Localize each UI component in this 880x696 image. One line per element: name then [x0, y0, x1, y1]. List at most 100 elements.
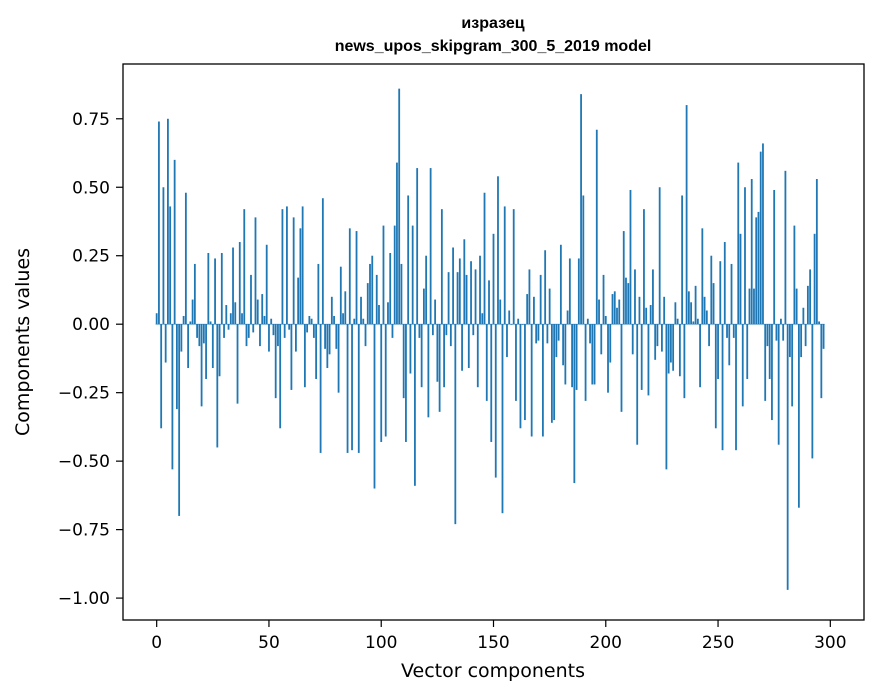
bar-105 [391, 324, 394, 338]
bar-127 [440, 209, 443, 325]
bar-83 [342, 313, 344, 325]
bar-33 [229, 313, 232, 325]
bar-123 [431, 324, 434, 336]
bar-284 [793, 225, 796, 325]
y-axis-label: Components values [12, 248, 34, 436]
bar-163 [521, 324, 524, 325]
bar-164 [524, 324, 526, 421]
bar-117 [418, 324, 421, 338]
bar-59 [288, 324, 291, 330]
bar-77 [328, 324, 331, 355]
bar-69 [310, 318, 313, 325]
bar-199 [602, 274, 605, 325]
bar-121 [427, 324, 430, 418]
bar-13 [184, 192, 187, 325]
x-tick-label-300: 300 [814, 633, 846, 653]
bar-30 [223, 324, 225, 338]
bar-259 [737, 162, 740, 325]
x-tick-label-50: 50 [258, 633, 280, 653]
bar-95 [369, 263, 371, 325]
bar-116 [416, 168, 419, 325]
bar-16 [191, 299, 194, 325]
bar-82 [339, 266, 342, 325]
bar-286 [797, 324, 800, 508]
bar-61 [292, 217, 295, 325]
bar-161 [517, 318, 520, 325]
bar-155 [503, 206, 506, 325]
bar-114 [411, 225, 414, 325]
bar-115 [414, 324, 416, 486]
x-tick-label-250: 250 [702, 633, 734, 653]
bar-283 [791, 324, 794, 407]
bar-73 [319, 324, 322, 453]
bar-150 [492, 233, 495, 325]
bar-227 [665, 324, 668, 470]
bar-50 [268, 324, 270, 352]
bar-282 [789, 324, 791, 358]
bar-245 [705, 310, 708, 325]
y-tick-label-2: −0.50 [58, 452, 110, 472]
bar-126 [438, 324, 441, 412]
bar-294 [815, 179, 818, 325]
bar-130 [447, 272, 450, 325]
bar-45 [256, 299, 259, 325]
bar-203 [611, 294, 614, 325]
bar-23 [207, 252, 210, 325]
bar-250 [717, 324, 719, 379]
bar-211 [629, 189, 632, 325]
bar-223 [656, 324, 659, 347]
bar-206 [618, 299, 621, 325]
bar-93 [364, 324, 367, 347]
bar-192 [586, 318, 589, 325]
bar-143 [476, 324, 479, 388]
y-tick-label-3: −0.25 [58, 384, 110, 404]
bar-120 [425, 255, 428, 325]
bar-98 [375, 274, 378, 325]
bar-274 [771, 324, 773, 421]
bar-240 [694, 285, 697, 325]
bar-79 [333, 315, 335, 325]
bar-108 [398, 88, 401, 325]
bar-214 [636, 324, 639, 445]
bar-271 [764, 324, 767, 401]
bar-48 [263, 315, 266, 325]
bar-243 [701, 228, 704, 325]
bar-253 [723, 242, 726, 325]
bar-291 [809, 269, 812, 325]
bar-201 [607, 324, 609, 393]
bar-135 [458, 258, 461, 325]
bar-233 [678, 324, 681, 377]
bar-70 [312, 324, 315, 338]
bars-group [155, 88, 825, 590]
bar-151 [494, 324, 497, 478]
bar-238 [690, 302, 692, 325]
bar-90 [357, 324, 360, 453]
bar-63 [297, 277, 300, 325]
bar-278 [780, 318, 782, 325]
bar-235 [683, 324, 686, 399]
bar-76 [326, 324, 329, 369]
bar-256 [730, 263, 733, 325]
chart-subtitle: news_upos_skipgram_300_5_2019 model [335, 38, 652, 55]
bar-67 [306, 324, 309, 333]
bar-20 [200, 324, 203, 407]
bar-173 [544, 250, 547, 325]
bar-17 [193, 263, 196, 325]
bar-279 [782, 324, 785, 341]
bar-177 [553, 324, 556, 421]
bar-231 [674, 302, 677, 325]
bar-159 [512, 209, 515, 325]
bar-125 [436, 324, 439, 382]
bar-24 [209, 321, 212, 325]
bar-136 [461, 324, 463, 371]
bar-75 [324, 324, 326, 349]
bar-32 [227, 324, 230, 330]
bar-11 [180, 324, 183, 352]
bar-160 [515, 324, 517, 401]
bar-239 [692, 321, 695, 325]
bar-39 [243, 209, 246, 325]
x-tick-label-150: 150 [477, 633, 509, 653]
bar-81 [337, 324, 340, 393]
bar-86 [348, 228, 351, 325]
bar-138 [465, 274, 468, 325]
